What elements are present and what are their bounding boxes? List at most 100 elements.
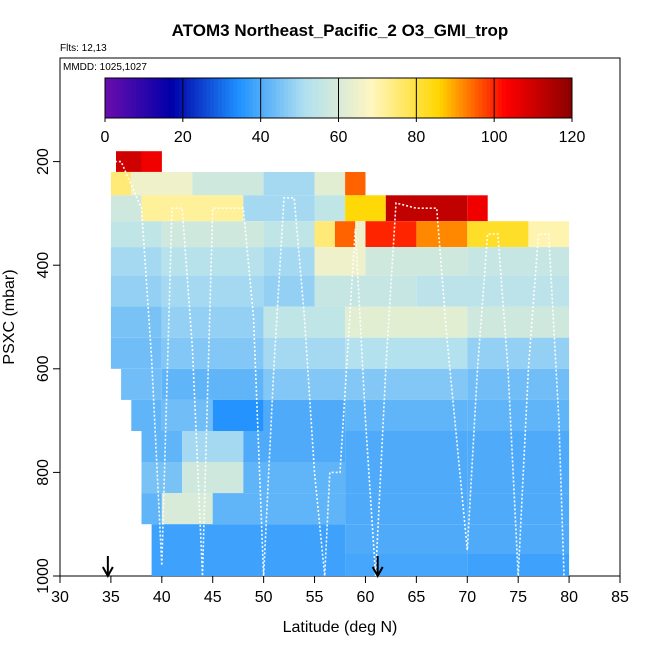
colorbar-segment <box>167 78 172 118</box>
colorbar-segment <box>225 78 230 118</box>
heatmap-cell <box>263 399 346 431</box>
heatmap-cell <box>314 172 345 196</box>
heatmap-cell <box>116 151 142 172</box>
heatmap-cell <box>345 368 468 400</box>
heatmap-cell <box>131 399 162 431</box>
colorbar-segment <box>354 78 359 118</box>
heatmap-cell <box>161 306 264 338</box>
heatmap-cell <box>110 172 132 196</box>
heatmap-cell <box>345 306 468 338</box>
heatmap-cell <box>161 275 264 307</box>
colorbar-segment <box>128 78 133 118</box>
colorbar-segment <box>466 78 472 118</box>
heatmap-cell <box>161 337 264 369</box>
heatmap-cell <box>345 493 468 525</box>
colorbar-segment <box>186 78 192 118</box>
colorbar-segment <box>136 78 141 118</box>
colorbar-segment <box>221 78 227 118</box>
colorbar-segment <box>311 78 316 118</box>
colorbar-segment <box>295 78 300 118</box>
colorbar-segment <box>548 78 553 118</box>
x-tick-label: 40 <box>153 589 171 606</box>
colorbar-segment <box>447 78 452 118</box>
colorbar-segment <box>132 78 137 118</box>
colorbar-segment <box>536 78 542 118</box>
colorbar-segment <box>396 78 402 118</box>
flight-path-layer <box>101 160 565 579</box>
colorbar-segment <box>256 78 262 118</box>
x-tick-label: 65 <box>407 589 425 606</box>
heatmap-cell <box>243 195 315 222</box>
heatmap-cell <box>345 172 366 196</box>
colorbar-segment <box>463 78 468 118</box>
x-tick-label: 70 <box>458 589 476 606</box>
heatmap-cell <box>467 195 488 222</box>
heatmap-cell <box>467 399 570 431</box>
colorbar-segment <box>241 78 246 118</box>
colorbar-segment <box>369 78 374 118</box>
flight-path-line <box>110 160 565 577</box>
colorbar-segment <box>459 78 464 118</box>
colorbar-segment <box>431 78 437 118</box>
colorbar-segment <box>334 78 339 118</box>
heatmap-cell <box>334 221 356 248</box>
heatmap-cell <box>314 275 417 307</box>
heatmap-cell <box>141 431 183 463</box>
heatmap-cell <box>345 195 386 222</box>
heatmap-cell <box>110 221 162 248</box>
colorbar-segment <box>350 78 355 118</box>
y-tick-label: 400 <box>35 252 52 279</box>
colorbar-segment <box>474 78 479 118</box>
colorbar-segment <box>529 78 534 118</box>
colorbar-segment <box>171 78 176 118</box>
x-tick-label: 60 <box>357 589 375 606</box>
heatmap-cell <box>110 247 162 276</box>
chart-title: ATOM3 Northeast_Pacific_2 O3_GMI_trop <box>172 21 509 40</box>
colorbar-segment <box>112 78 118 118</box>
colorbar-segment <box>404 78 409 118</box>
colorbar-segment <box>498 78 503 118</box>
colorbar-segment <box>455 78 460 118</box>
colorbar-segment <box>509 78 515 118</box>
colorbar-segment <box>564 78 569 118</box>
x-tick-label: 55 <box>306 589 324 606</box>
heatmap-cell <box>263 368 346 400</box>
colorbar-segment <box>105 78 110 118</box>
colorbar-segment <box>392 78 398 118</box>
colorbar-segment <box>233 78 238 118</box>
heatmap-cell <box>263 221 315 248</box>
colorbar-segment <box>291 78 297 118</box>
y-tick-label: 200 <box>35 148 52 175</box>
colorbar-segment <box>412 78 417 118</box>
colorbar-segment <box>443 78 448 118</box>
heatmap-cell <box>467 247 570 276</box>
colorbar-segment <box>420 78 425 118</box>
colorbar-segment <box>501 78 507 118</box>
heatmap-cell <box>151 524 346 554</box>
heatmap-cell <box>110 337 162 369</box>
colorbar-segment <box>206 78 211 118</box>
heatmap-cell <box>467 368 570 400</box>
colorbar-segment <box>175 78 180 118</box>
x-tick-label: 85 <box>611 589 629 606</box>
heatmap-cell <box>355 221 366 248</box>
colorbar-segment <box>338 78 343 118</box>
heatmap-cell <box>243 462 346 494</box>
x-tick-label: 50 <box>255 589 273 606</box>
colorbar-segment <box>400 78 406 118</box>
colorbar-tick-label: 0 <box>101 129 110 146</box>
heatmap-cell <box>345 399 468 431</box>
colorbar: 0 20 40 60 80 100 120 <box>101 77 585 146</box>
colorbar-segment <box>357 78 363 118</box>
colorbar-segment <box>299 78 304 118</box>
heatmap-cell <box>110 275 162 307</box>
colorbar-segment <box>229 78 234 118</box>
colorbar-segment <box>428 78 433 118</box>
heatmap-cell <box>467 524 570 554</box>
colorbar-segment <box>124 78 129 118</box>
x-axis-label: Latitude (deg N) <box>283 619 398 636</box>
heatmap-cell <box>467 462 570 494</box>
heatmap-cell <box>131 172 193 196</box>
colorbar-segment <box>178 78 184 118</box>
heatmap-cell <box>141 195 244 222</box>
